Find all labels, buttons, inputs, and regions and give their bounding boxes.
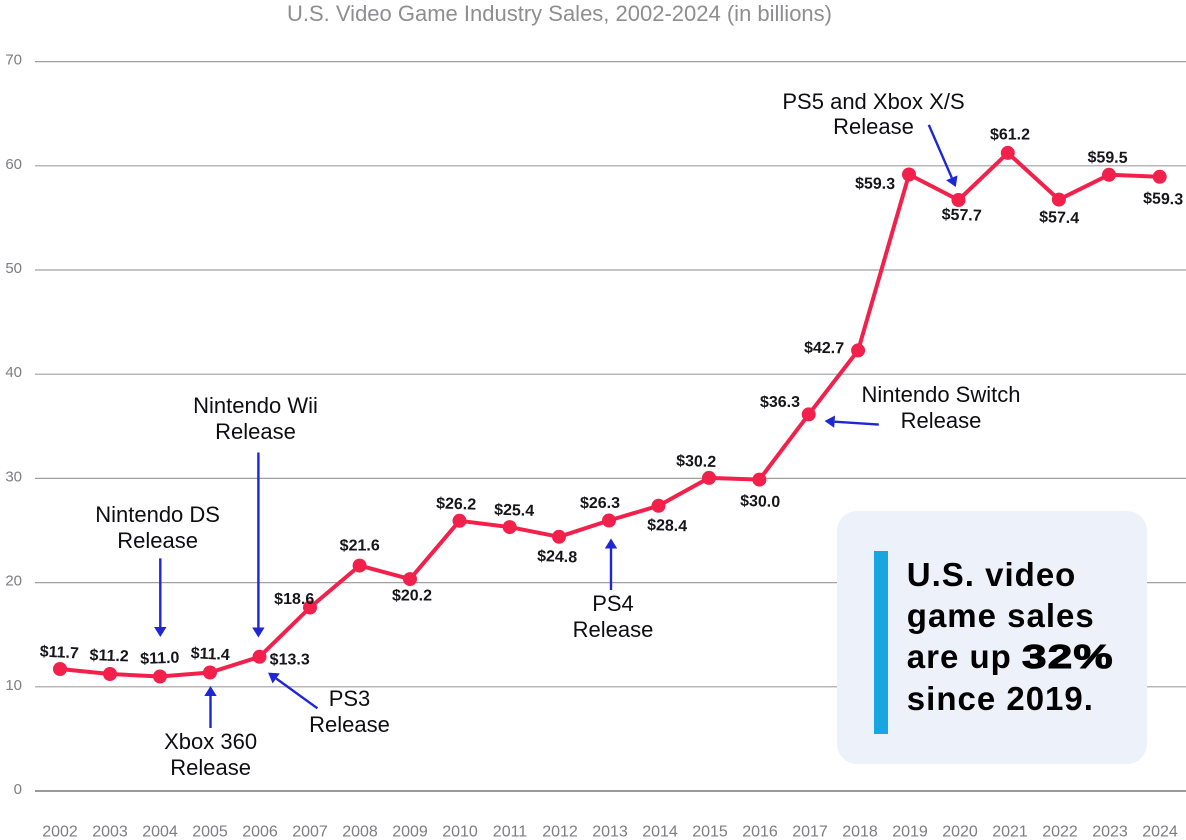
svg-text:2009: 2009 (392, 824, 428, 840)
svg-text:$36.3: $36.3 (760, 394, 800, 411)
svg-text:$11.4: $11.4 (190, 645, 230, 664)
svg-text:$20.2: $20.2 (392, 588, 432, 605)
svg-text:2007: 2007 (292, 824, 328, 840)
svg-text:2012: 2012 (542, 824, 578, 840)
svg-text:20: 20 (5, 573, 22, 590)
svg-text:2003: 2003 (92, 824, 128, 840)
svg-text:50: 50 (5, 260, 22, 277)
svg-text:2018: 2018 (842, 824, 878, 840)
svg-text:2015: 2015 (692, 824, 728, 840)
svg-text:10: 10 (5, 677, 22, 694)
svg-text:2011: 2011 (493, 824, 528, 840)
svg-text:2006: 2006 (242, 824, 278, 840)
svg-text:2014: 2014 (642, 824, 678, 840)
svg-text:$24.8: $24.8 (537, 548, 578, 566)
svg-text:$13.3: $13.3 (270, 651, 310, 668)
svg-text:$59.3: $59.3 (1143, 190, 1184, 208)
svg-text:$11.7: $11.7 (39, 643, 79, 662)
svg-text:0: 0 (14, 781, 22, 798)
svg-text:$25.4: $25.4 (494, 502, 535, 520)
svg-text:2010: 2010 (442, 824, 478, 840)
svg-text:$26.2: $26.2 (436, 495, 477, 513)
svg-text:$18.6: $18.6 (274, 591, 314, 608)
svg-text:$30.0: $30.0 (740, 493, 781, 511)
svg-text:2013: 2013 (592, 824, 628, 840)
svg-text:$59.5: $59.5 (1087, 149, 1127, 167)
svg-text:2021: 2021 (992, 824, 1028, 840)
svg-text:$26.3: $26.3 (580, 495, 620, 512)
svg-text:$11.0: $11.0 (140, 650, 180, 668)
svg-text:$28.4: $28.4 (647, 517, 688, 535)
svg-text:2005: 2005 (192, 824, 228, 840)
svg-text:2019: 2019 (892, 824, 928, 840)
svg-text:2002: 2002 (42, 824, 78, 840)
svg-text:30: 30 (5, 468, 22, 485)
svg-text:$61.2: $61.2 (990, 126, 1030, 143)
svg-text:60: 60 (5, 156, 22, 173)
svg-text:$42.7: $42.7 (804, 340, 844, 358)
svg-text:2020: 2020 (942, 824, 978, 840)
svg-text:2022: 2022 (1042, 824, 1078, 840)
svg-text:2008: 2008 (342, 824, 378, 840)
svg-text:2017: 2017 (792, 824, 828, 840)
svg-text:2024: 2024 (1142, 824, 1178, 840)
svg-text:$11.2: $11.2 (89, 647, 129, 665)
svg-text:40: 40 (5, 364, 22, 381)
svg-text:2023: 2023 (1092, 824, 1128, 840)
svg-text:$57.7: $57.7 (941, 206, 982, 224)
svg-text:$59.3: $59.3 (855, 175, 895, 193)
svg-text:$57.4: $57.4 (1039, 209, 1080, 227)
svg-text:2016: 2016 (742, 824, 778, 840)
svg-text:70: 70 (5, 52, 22, 69)
svg-text:2004: 2004 (142, 824, 178, 840)
svg-text:$30.2: $30.2 (676, 453, 717, 471)
svg-text:$21.6: $21.6 (340, 538, 380, 555)
